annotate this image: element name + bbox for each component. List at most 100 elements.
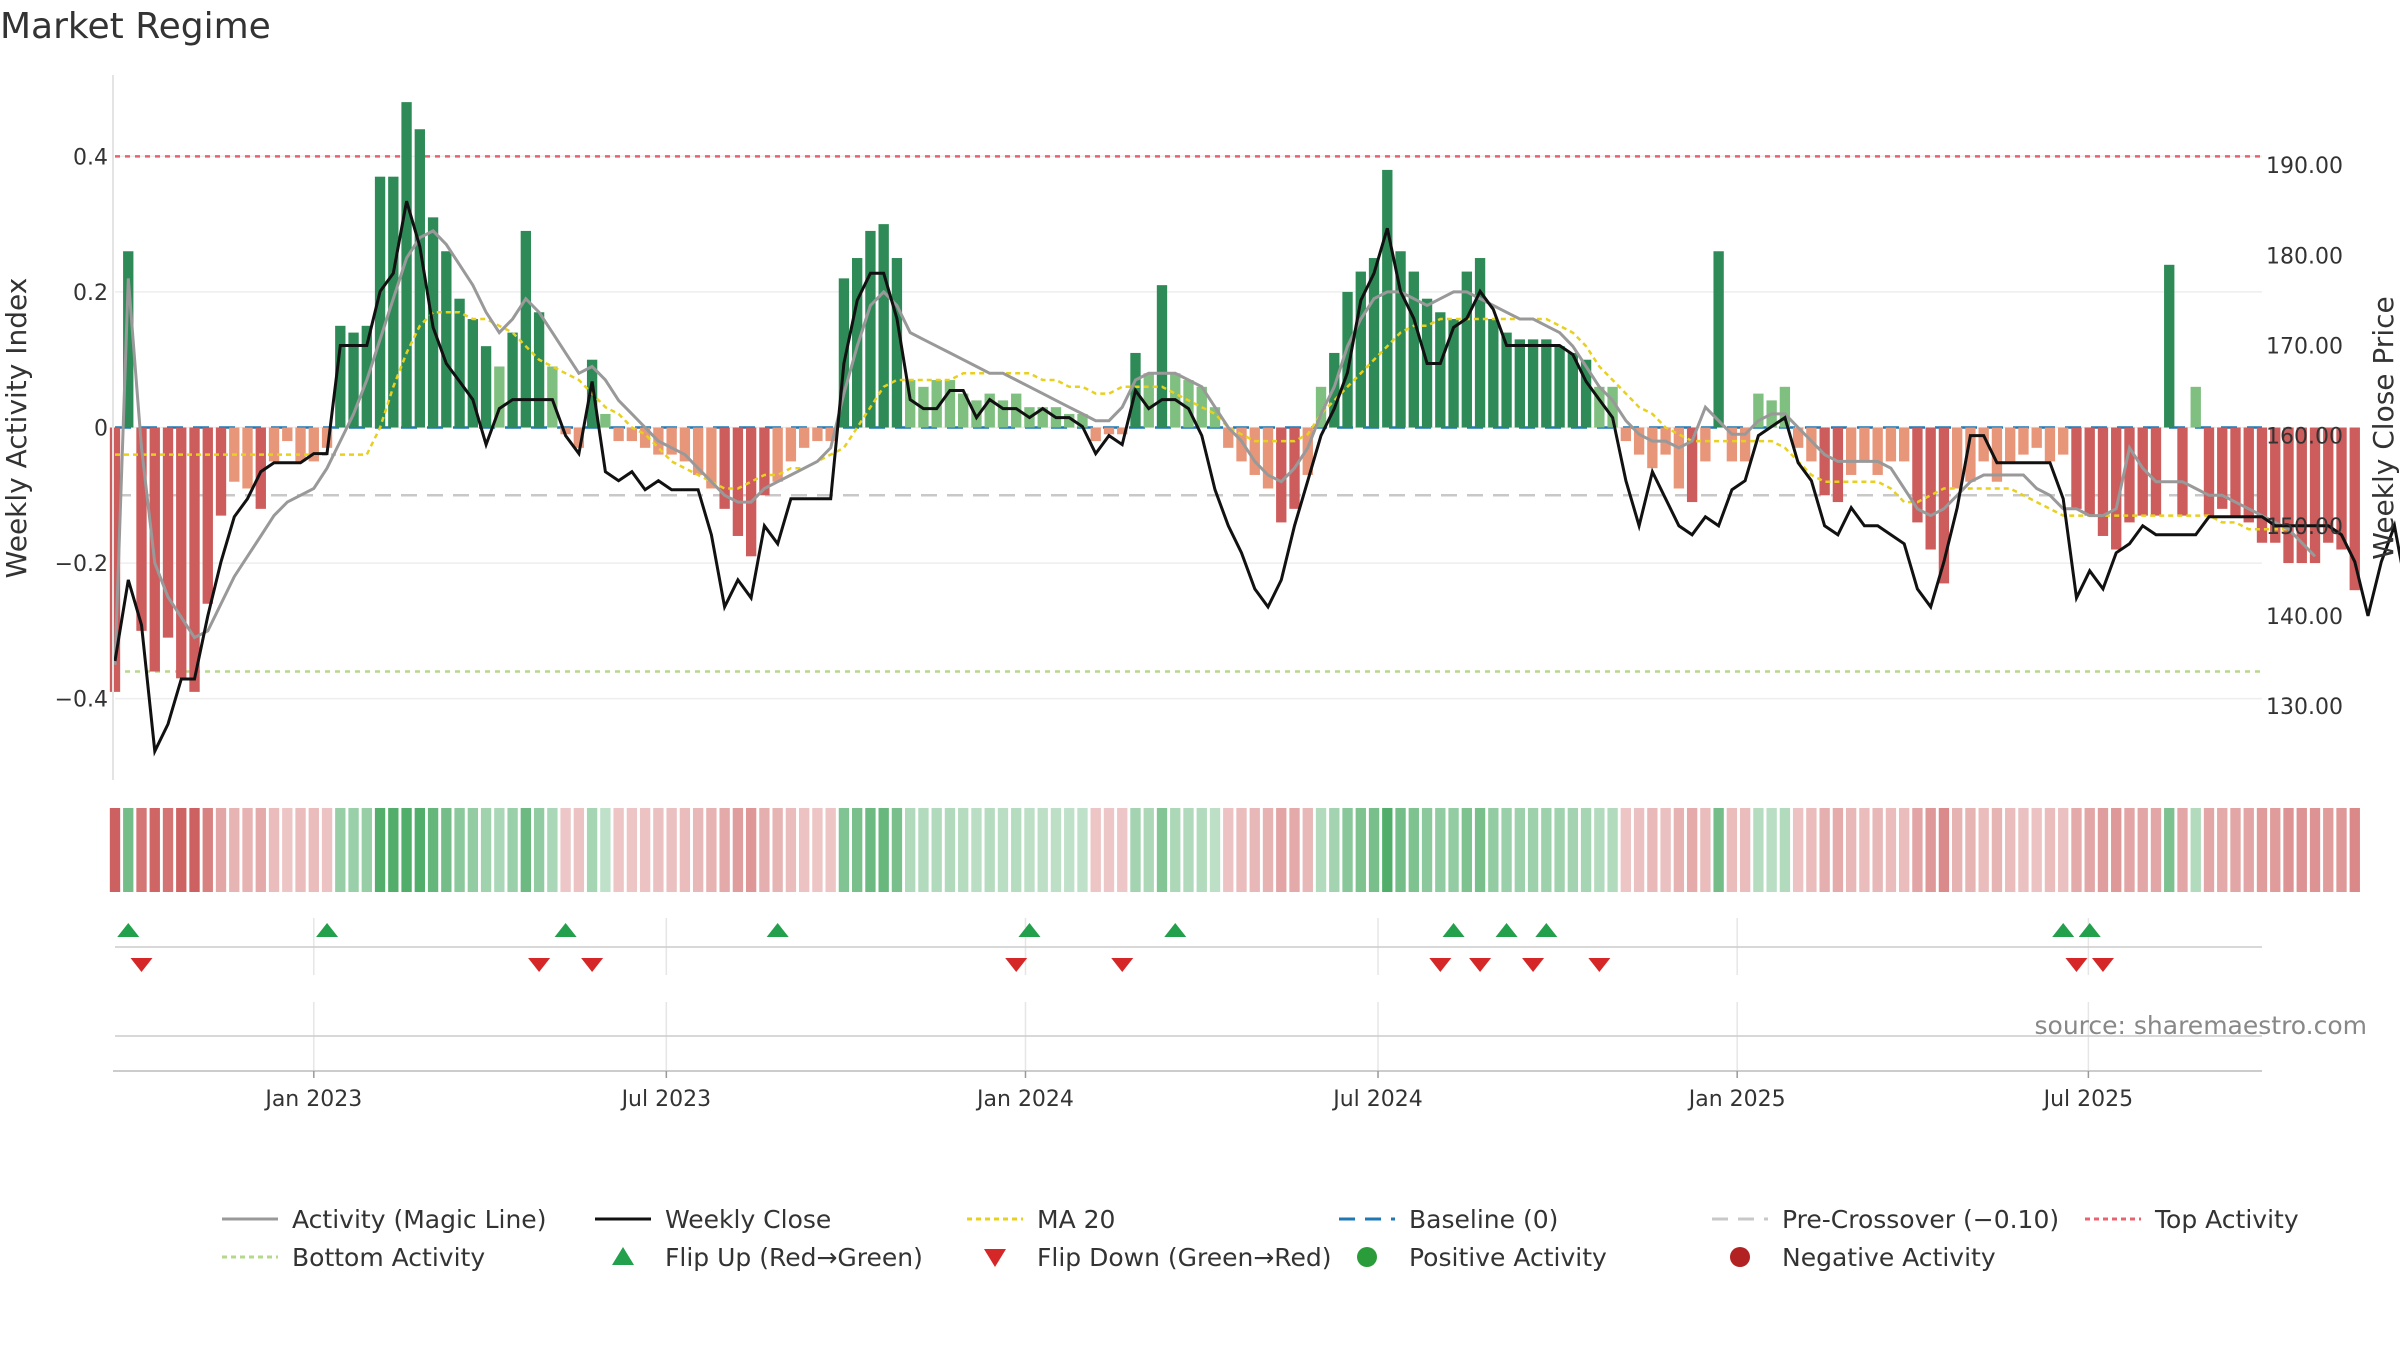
regime-cell: [1554, 808, 1565, 892]
regime-cell: [1938, 808, 1950, 892]
regime-cell: [1355, 808, 1366, 892]
regime-cell: [1501, 808, 1512, 892]
flip-down-marker: [130, 958, 153, 972]
activity-bar: [745, 427, 757, 557]
activity-bar: [2177, 427, 2188, 516]
x-tick-label: Jul 2023: [620, 1087, 712, 1112]
activity-bar: [1183, 380, 1194, 428]
regime-cell: [1819, 808, 1830, 892]
activity-bar: [732, 427, 744, 536]
activity-bar: [1938, 427, 1950, 584]
regime-cell: [1196, 808, 1207, 892]
activity-bar: [441, 251, 452, 428]
regime-cell: [109, 808, 121, 892]
regime-cell: [295, 808, 306, 892]
activity-bar: [2323, 427, 2334, 543]
activity-bar: [812, 427, 823, 442]
ma20-line: [115, 311, 2289, 531]
activity-bar: [1090, 427, 1101, 442]
regime-cell: [533, 808, 545, 892]
regime-cell: [1673, 808, 1685, 892]
right-tick-label: 170.00: [2266, 334, 2343, 359]
legend-item-bottom: Bottom Activity: [222, 1243, 485, 1272]
regime-cell: [2217, 808, 2228, 892]
activity-bar: [692, 427, 704, 475]
regime-cell: [2124, 808, 2135, 892]
activity-bar: [2018, 427, 2029, 455]
activity-bar: [308, 427, 319, 462]
regime-cell: [401, 808, 412, 892]
activity-bar: [1448, 319, 1459, 428]
activity-bar: [1580, 359, 1592, 428]
activity-bar: [679, 427, 691, 462]
regime-cell: [812, 808, 823, 892]
regime-cell: [706, 808, 717, 892]
regime-cell: [2309, 808, 2321, 892]
regime-cell: [2084, 808, 2095, 892]
regime-cell: [1249, 808, 1260, 892]
activity-bar: [1236, 427, 1247, 462]
regime-cell: [1156, 808, 1168, 892]
regime-cell: [1262, 808, 1274, 892]
activity-bar: [1435, 312, 1446, 428]
regime-cell: [189, 808, 200, 892]
regime-cell: [1117, 808, 1128, 892]
regime-cell: [1607, 808, 1618, 892]
activity-bar: [1037, 407, 1048, 428]
regime-cell: [2283, 808, 2294, 892]
activity-bar: [215, 427, 227, 516]
activity-bar: [1276, 427, 1287, 523]
activity-bar: [1567, 352, 1579, 428]
regime-cell: [958, 808, 969, 892]
activity-bar: [573, 427, 585, 448]
activity-bar: [1713, 251, 1724, 428]
regime-cell: [2177, 808, 2188, 892]
regime-cell: [1289, 808, 1300, 892]
activity-bar: [958, 393, 969, 428]
activity-bar: [1077, 413, 1088, 428]
activity-bar: [1395, 251, 1406, 428]
regime-cell: [1408, 808, 1419, 892]
activity-bar: [2150, 427, 2162, 516]
regime-cell: [600, 808, 611, 892]
activity-bar: [1673, 427, 1685, 489]
activity-bar: [1912, 427, 1923, 523]
activity-bar: [706, 427, 717, 489]
activity-bar: [189, 427, 200, 692]
activity-bar: [2270, 427, 2281, 543]
regime-cell: [2190, 808, 2201, 892]
regime-cell: [639, 808, 651, 892]
activity-bar: [1011, 393, 1022, 428]
regime-cell: [2031, 808, 2042, 892]
legend-label: Baseline (0): [1409, 1205, 1558, 1234]
legend-item-top: Top Activity: [2085, 1205, 2299, 1234]
activity-bar: [1554, 346, 1565, 428]
regime-cell: [1620, 808, 1632, 892]
right-tick-label: 190.00: [2266, 154, 2343, 179]
regime-cell: [2230, 808, 2241, 892]
activity-bar: [798, 427, 810, 448]
regime-cell: [361, 808, 372, 892]
flip-up-marker: [1018, 923, 1041, 937]
activity-bar: [639, 427, 651, 448]
x-tick-label: Jul 2025: [2042, 1087, 2134, 1112]
regime-cell: [149, 808, 160, 892]
activity-bar: [2243, 427, 2254, 523]
regime-cell: [255, 808, 266, 892]
regime-cell: [1753, 808, 1764, 892]
regime-cell: [1474, 808, 1486, 892]
regime-cell: [1660, 808, 1671, 892]
regime-cell: [1580, 808, 1592, 892]
regime-cell: [1567, 808, 1579, 892]
activity-bar: [891, 258, 903, 428]
legend-item-close: Weekly Close: [595, 1205, 831, 1234]
regime-cell: [785, 808, 797, 892]
magic-line: [113, 229, 2317, 665]
regime-cell: [1859, 808, 1870, 892]
flip-down-marker: [2091, 958, 2114, 972]
right-tick-label: 150.00: [2266, 515, 2343, 540]
flip-down-marker: [1522, 958, 1545, 972]
flip-up-marker: [554, 923, 577, 937]
activity-bar: [136, 427, 147, 631]
